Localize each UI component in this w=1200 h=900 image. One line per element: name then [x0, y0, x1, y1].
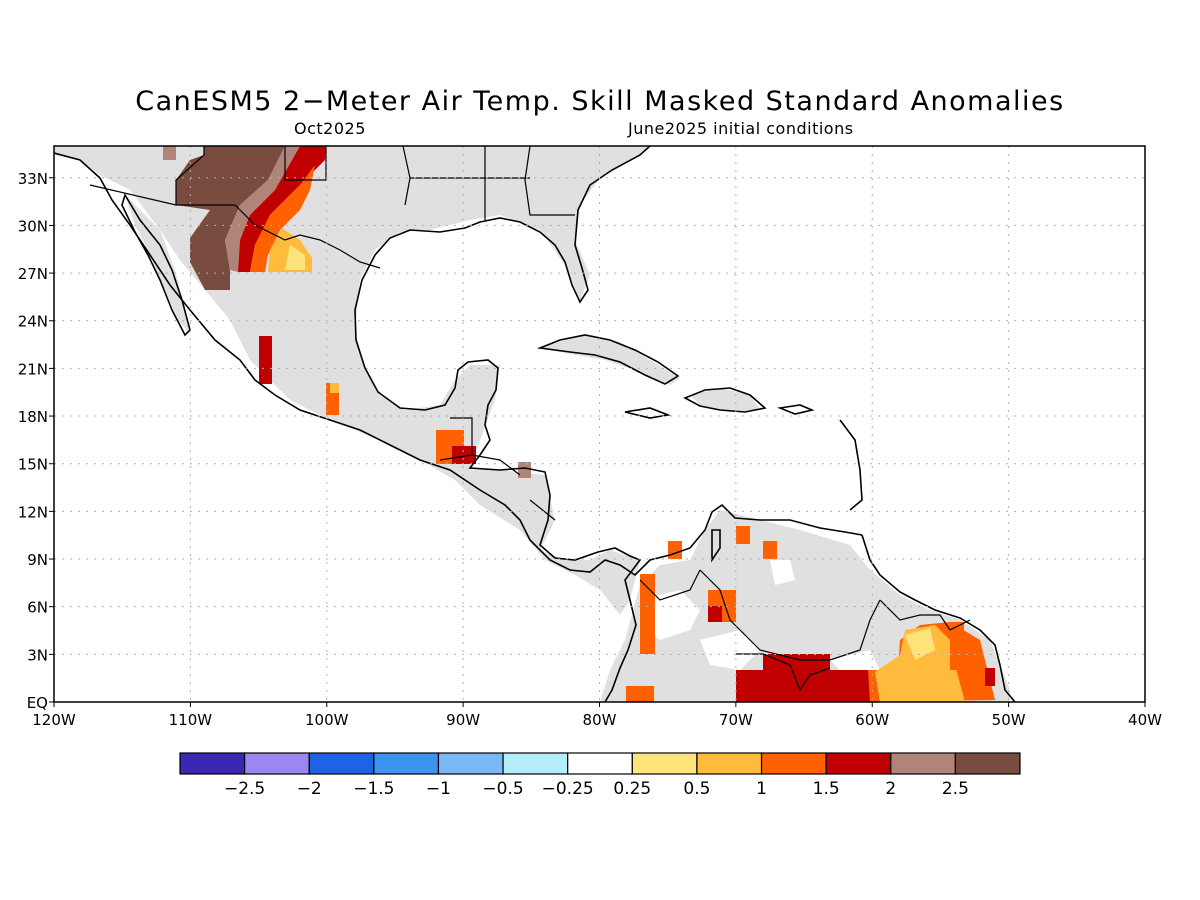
colorbar-swatch — [567, 752, 633, 775]
colorbar-label: 0.25 — [613, 779, 651, 799]
lat-tick-label: 27N — [18, 265, 48, 283]
lon-tick-label: 80W — [583, 711, 617, 729]
latitude-ticks: EQ 3N 6N 9N 12N 15N 18N 21N 24N 27N 30N 33N — [18, 170, 54, 712]
target-month-label: Oct2025 — [294, 119, 366, 138]
colorbar-label: 0.5 — [683, 779, 710, 799]
lat-tick-label: 9N — [27, 551, 48, 569]
anomaly-sw-orange — [250, 165, 315, 272]
anomaly-sw-lightyellow — [285, 245, 305, 270]
anomaly-sw-dark — [176, 146, 285, 290]
anomaly-small-dark — [163, 146, 176, 160]
lat-tick-label: 30N — [18, 217, 48, 235]
colorbar-swatch — [373, 752, 440, 775]
lat-tick-label: 24N — [18, 313, 48, 331]
colorbar-label: −0.5 — [482, 779, 523, 799]
colorbar-label: −2.5 — [224, 779, 265, 799]
lat-tick-label: 21N — [18, 360, 48, 378]
lat-tick-label: EQ — [27, 694, 48, 712]
lon-tick-label: 60W — [855, 711, 889, 729]
anomaly-guianas-yellow — [875, 625, 965, 702]
colorbar-swatch — [244, 752, 310, 775]
lon-tick-label: 100W — [305, 711, 349, 729]
colorbar-label: −1.5 — [353, 779, 394, 799]
land-hispaniola — [690, 388, 760, 412]
colorbar-label: −1 — [426, 779, 451, 799]
colorbar-swatch — [502, 752, 569, 775]
lat-tick-label: 6N — [27, 599, 48, 617]
colorbar-label: 2.5 — [942, 779, 969, 799]
colorbar-label: 1 — [756, 779, 767, 799]
colorbar-swatch — [308, 752, 375, 775]
lon-tick-label: 40W — [1128, 711, 1162, 729]
colorbar-label: −2 — [297, 779, 322, 799]
lat-tick-label: 3N — [27, 646, 48, 664]
lon-tick-label: 120W — [32, 711, 76, 729]
lon-tick-label: 90W — [446, 711, 480, 729]
lat-tick-label: 15N — [18, 456, 48, 474]
colorbar-swatch — [954, 752, 1021, 775]
colorbar-label: 1.5 — [813, 779, 840, 799]
lat-tick-label: 12N — [18, 503, 48, 521]
lon-tick-label: 110W — [169, 711, 213, 729]
colorbar-label: 2 — [885, 779, 896, 799]
longitude-ticks: 120W 110W 100W 90W 80W 70W 60W 50W 40W — [32, 702, 1162, 729]
colorbar-swatch — [825, 752, 892, 775]
colorbar-label: −0.25 — [542, 779, 594, 799]
coastlines — [54, 146, 1016, 702]
colorbar-swatch — [631, 752, 698, 775]
anomaly-shading — [163, 146, 995, 702]
colorbar-swatch — [179, 752, 246, 775]
map-title: CanESM5 2−Meter Air Temp. Skill Masked S… — [135, 86, 1065, 117]
lon-tick-label: 50W — [992, 711, 1026, 729]
colorbar-swatch — [760, 752, 827, 775]
colorbar-swatch — [696, 752, 763, 775]
anomaly-sw-mid — [225, 146, 300, 272]
lat-tick-label: 33N — [18, 170, 48, 188]
colorbar-swatch — [890, 752, 956, 775]
colorbar-swatch — [437, 752, 504, 775]
lon-tick-label: 70W — [719, 711, 753, 729]
graticule — [54, 146, 1145, 702]
anomaly-guianas-lightyellow — [905, 628, 935, 660]
lat-tick-label: 18N — [18, 408, 48, 426]
initial-conditions-label: June2025 initial conditions — [628, 119, 854, 138]
colorbar: −2.5 −2 −1.5 −1 −0.5 −0.25 0.25 0.5 1 1.5 2 2.5 — [179, 752, 1021, 799]
